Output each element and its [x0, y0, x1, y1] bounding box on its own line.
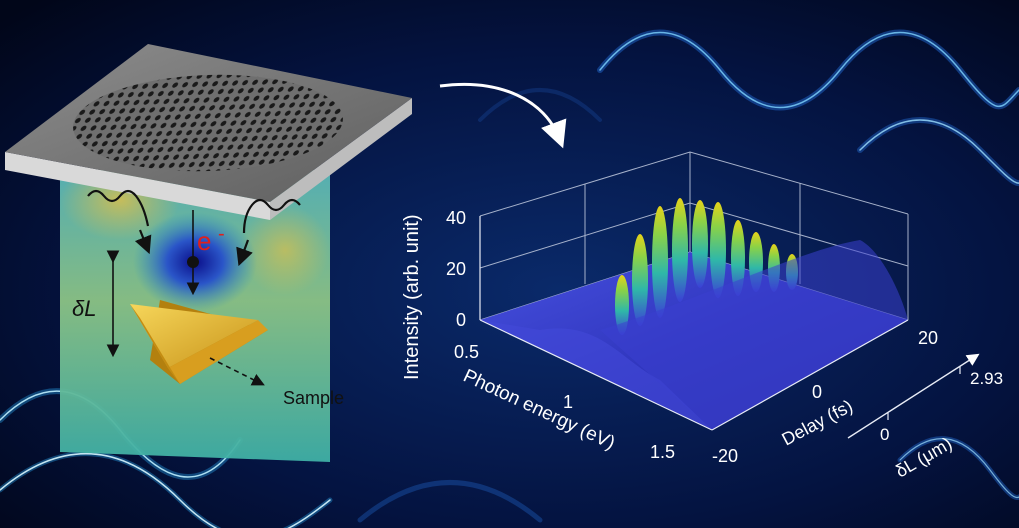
- y-tick-label: 0: [812, 382, 822, 402]
- dl-axis-line: [847, 353, 980, 439]
- wavy-photon-arrow-left-icon: [87, 189, 150, 227]
- photonic-crystal-membrane-icon: [73, 74, 343, 172]
- fringe-peak: [615, 275, 629, 335]
- electron-dot-icon: [187, 256, 199, 268]
- electron-label: e: [197, 226, 211, 256]
- fringe-peak: [731, 220, 745, 296]
- sample-label: Sample: [283, 388, 344, 408]
- separation-label: δL: [72, 296, 96, 321]
- fringe-peak: [652, 206, 668, 318]
- dl-tick-label: 2.93: [970, 369, 1003, 388]
- z-tick-label: 0: [456, 310, 466, 330]
- x-tick-label: 1.5: [650, 442, 675, 462]
- y-tick-label: 20: [918, 328, 938, 348]
- z-tick-label: 20: [446, 259, 466, 279]
- fringe-peak: [710, 202, 726, 298]
- membrane-side-edge: [270, 98, 412, 220]
- triangular-nanoprism-icon: [130, 300, 268, 384]
- fringe-peak: [672, 198, 688, 302]
- schematic-panel: e - δL Sample: [5, 44, 412, 462]
- dl-tick-label: 0: [880, 425, 889, 444]
- z-axis-label: Intensity (arb. unit): [401, 214, 423, 380]
- membrane-front-edge: [5, 152, 270, 220]
- background-light-waves: [0, 29, 1019, 528]
- wavy-photon-arrow-right-icon: [242, 198, 301, 234]
- y-axis-line: [711, 319, 909, 431]
- z-tick-label: 40: [446, 208, 466, 228]
- x-tick-label: 1: [563, 392, 573, 412]
- x-axis-line: [479, 319, 713, 431]
- curved-arrow-icon: [439, 82, 567, 149]
- fringe-peak: [632, 234, 648, 326]
- surface-ridge: [600, 240, 908, 430]
- fringe-peak: [692, 200, 708, 288]
- field-hotspot-yellow-right: [240, 205, 330, 295]
- x-tick-label: 0.5: [454, 342, 479, 362]
- electron-charge: -: [218, 223, 225, 245]
- sample-pointer-arrow: [209, 357, 265, 386]
- y-tick-label: -20: [712, 446, 738, 466]
